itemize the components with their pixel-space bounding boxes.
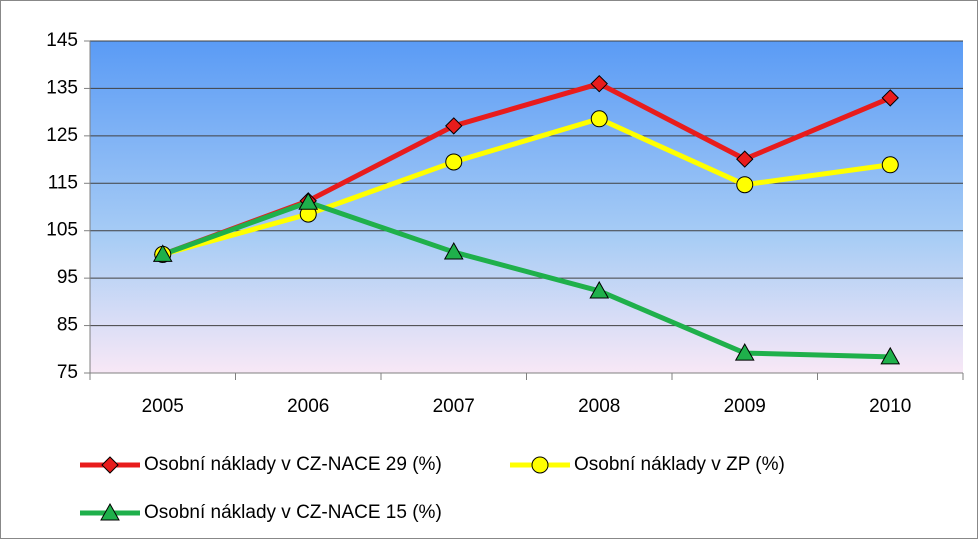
x-tick-label: 2010	[869, 396, 911, 417]
y-tick-label: 125	[46, 125, 78, 146]
legend-marker	[531, 456, 549, 474]
data-point	[590, 74, 608, 93]
legend-label: Osobní náklady v CZ-NACE 15 (%)	[144, 502, 442, 523]
y-tick-label: 145	[46, 30, 78, 51]
x-tick-label: 2005	[142, 396, 184, 417]
x-tick-label: 2008	[578, 396, 620, 417]
data-point	[881, 156, 899, 174]
y-tick-label: 105	[46, 220, 78, 241]
legend-marker	[101, 456, 119, 474]
y-tick-label: 115	[48, 172, 78, 193]
data-point	[445, 117, 463, 135]
x-tick-label: 2009	[724, 396, 766, 417]
data-point	[881, 89, 899, 107]
legend-label: Osobní náklady v ZP (%)	[574, 454, 785, 475]
data-point	[880, 346, 901, 365]
data-point	[445, 153, 463, 171]
y-tick-label: 75	[57, 362, 78, 383]
data-point	[590, 110, 608, 128]
y-tick-label: 135	[46, 77, 78, 98]
x-tick-label: 2007	[433, 396, 475, 417]
data-point	[736, 150, 754, 168]
data-point	[736, 176, 754, 194]
plot-area	[90, 41, 963, 373]
y-tick-label: 95	[57, 267, 78, 288]
y-tick-label: 85	[57, 315, 78, 336]
data-point	[152, 244, 173, 262]
legend-marker	[100, 502, 120, 521]
legend-label: Osobní náklady v CZ-NACE 29 (%)	[144, 454, 442, 475]
series-line	[162, 116, 891, 257]
data-point	[589, 280, 610, 299]
data-point	[443, 242, 464, 260]
series-line	[161, 199, 891, 360]
data-point	[734, 343, 755, 361]
x-tick-label: 2006	[287, 396, 329, 417]
data-point	[298, 192, 319, 210]
